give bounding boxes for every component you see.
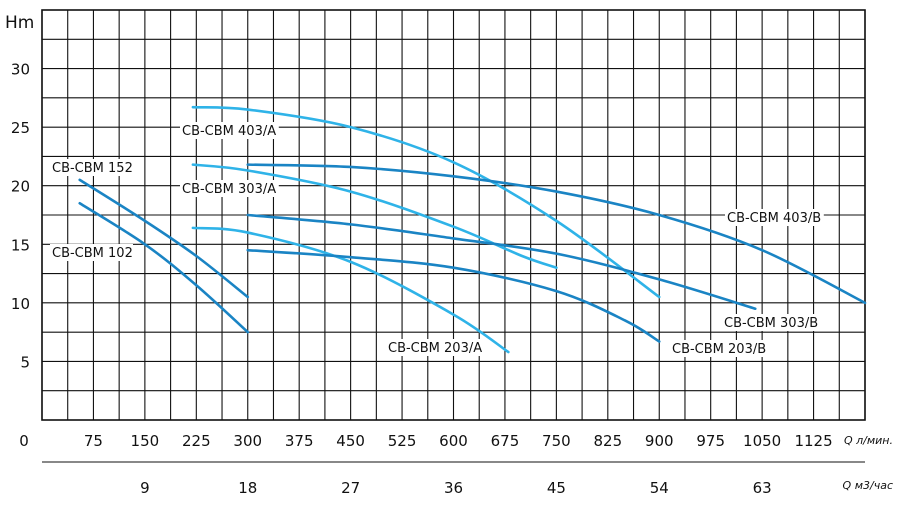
label-background	[180, 180, 279, 197]
x-tick-label: 0	[19, 432, 29, 450]
curve-cb-cbm-203-b	[246, 248, 661, 343]
x-tick-label: 375	[285, 432, 314, 450]
x-tick-label: 525	[388, 432, 417, 450]
x-tick-label-secondary: 63	[753, 479, 772, 497]
label-background	[670, 340, 769, 357]
series-label: CB-CBM 303/A	[182, 182, 276, 197]
curve-cb-cbm-403-b	[246, 163, 867, 305]
y-axis-label: Hm	[5, 13, 34, 33]
x-tick-label-secondary: 27	[341, 479, 360, 497]
x-tick-label: 675	[491, 432, 520, 450]
grid	[41, 9, 866, 463]
x-tick-label: 1125	[794, 432, 832, 450]
label-background	[50, 159, 133, 176]
curve-cb-cbm-203-a	[191, 226, 510, 354]
curve-cb-cbm-102	[78, 201, 250, 334]
x-axis-label-secondary: Q м3/час	[843, 479, 893, 492]
y-tick-label: 25	[11, 119, 30, 137]
x-tick-label-secondary: 18	[238, 479, 257, 497]
x-tick-label: 150	[131, 432, 160, 450]
y-tick-label: 10	[11, 295, 30, 313]
x-tick-label: 825	[593, 432, 622, 450]
x-axis-label-primary: Q л/мин.	[844, 434, 893, 447]
plot-frame	[41, 9, 866, 421]
x-tick-label: 450	[336, 432, 365, 450]
x-tick-label-secondary: 54	[650, 479, 669, 497]
label-background	[386, 339, 485, 356]
label-background	[722, 314, 821, 331]
curve-cb-cbm-303-b	[246, 213, 757, 311]
curve-cb-cbm-303-a	[191, 163, 558, 270]
series-label: CB-CBM 203/B	[672, 342, 766, 357]
series-label: CB-CBM 403/A	[182, 124, 276, 139]
label-background	[50, 244, 133, 261]
curves	[78, 105, 867, 354]
x-tick-label: 225	[182, 432, 211, 450]
curve-cb-cbm-152	[78, 178, 250, 299]
y-tick-label: 15	[11, 236, 30, 254]
x-tick-label: 300	[233, 432, 262, 450]
x-tick-label: 975	[696, 432, 725, 450]
x-tick-label: 900	[645, 432, 674, 450]
series-label: CB-CBM 152	[52, 161, 133, 176]
x-tick-label: 75	[84, 432, 103, 450]
x-tick-label-secondary: 9	[140, 479, 150, 497]
x-tick-label: 600	[439, 432, 468, 450]
label-background	[180, 122, 279, 139]
x-tick-label-secondary: 45	[547, 479, 566, 497]
x-tick-label-secondary: 36	[444, 479, 463, 497]
y-tick-label: 20	[11, 178, 30, 196]
series-label: CB-CBM 303/B	[724, 316, 818, 331]
series-label: CB-CBM 403/B	[727, 211, 821, 226]
x-tick-label: 1050	[743, 432, 781, 450]
curve-labels: CB-CBM 152 CB-CBM 102 CB-CBM 403/A CB-CBM 3…	[50, 122, 824, 357]
series-label: CB-CBM 102	[52, 246, 133, 261]
y-tick-label: 30	[11, 61, 30, 79]
curve-cb-cbm-403-a	[191, 105, 661, 299]
x-tick-label: 750	[542, 432, 571, 450]
y-tick-label: 5	[20, 353, 30, 371]
series-label: CB-CBM 203/A	[388, 341, 482, 356]
label-background	[725, 209, 824, 226]
